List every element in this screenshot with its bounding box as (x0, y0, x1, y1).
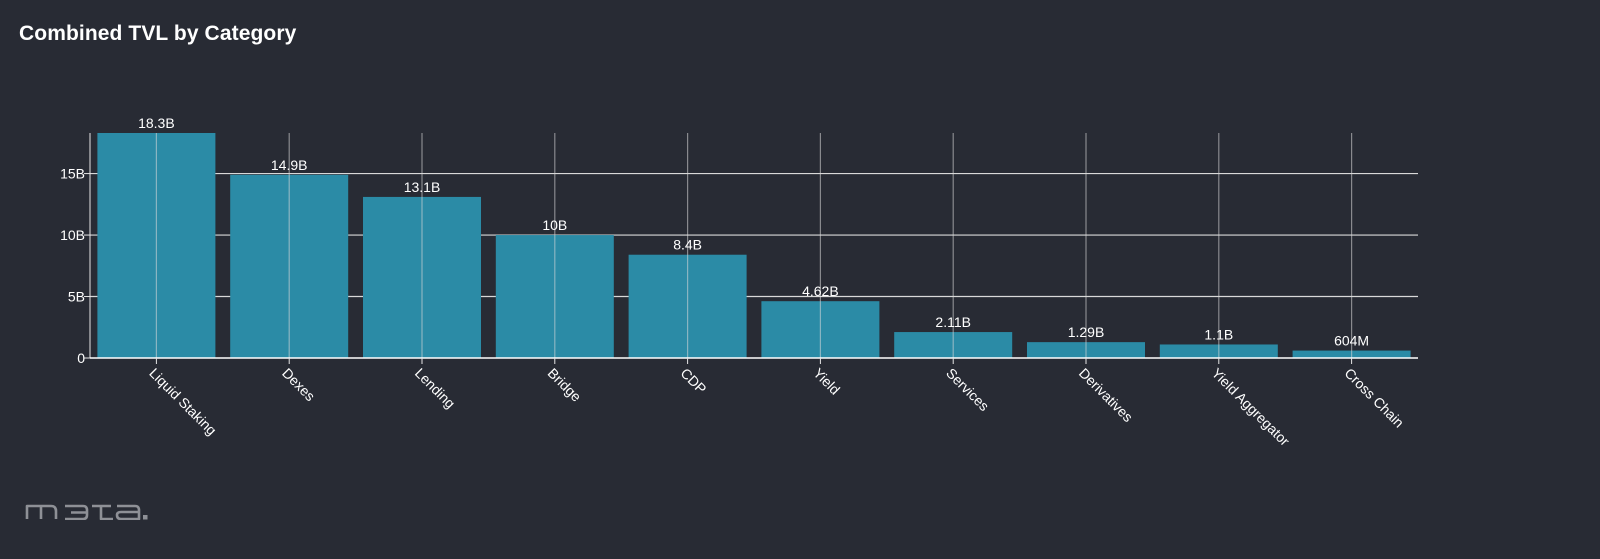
data-label: 14.9B (271, 157, 308, 173)
x-tick-label: CDP (677, 365, 709, 397)
y-tick-label: 0 (77, 350, 85, 366)
x-tick-label: Cross Chain (1341, 365, 1407, 431)
data-label: 10B (542, 217, 567, 233)
data-label: 13.1B (404, 179, 441, 195)
data-label: 1.29B (1068, 324, 1105, 340)
x-tick-label: Bridge (545, 365, 585, 405)
data-labels: 18.3B 14.9B 13.1B 10B 8.4B 4.62B 2.11B 1.29B 1.1… (138, 115, 1369, 349)
x-gridlines (155, 133, 1353, 358)
chart-title: Combined TVL by Category (19, 22, 297, 45)
x-tick-label: Lending (412, 365, 459, 412)
y-tick-labels: 0 5B 10B 15B (60, 166, 85, 366)
y-tick-label: 10B (60, 227, 85, 243)
y-tick-label: 15B (60, 166, 85, 182)
x-tick-label: Yield (810, 365, 843, 398)
x-tick-label: Derivatives (1076, 365, 1136, 425)
data-label: 604M (1334, 333, 1369, 349)
x-tick-label: Liquid Staking (146, 365, 220, 439)
data-label: 18.3B (138, 115, 175, 131)
data-label: 1.1B (1204, 326, 1233, 342)
x-tick-label: Yield Aggregator (1209, 365, 1293, 449)
y-tick-label: 5B (68, 289, 85, 305)
data-label: 8.4B (673, 237, 702, 253)
data-label: 2.11B (935, 314, 971, 330)
data-label: 4.62B (802, 283, 839, 299)
x-tick-label: Dexes (279, 365, 318, 404)
x-tick-label: Services (943, 365, 992, 414)
x-tick-labels: Liquid Staking Dexes Lending Bridge CDP Yield… (146, 365, 1407, 449)
axes (84, 133, 1418, 364)
meta-logo-icon (25, 504, 148, 520)
